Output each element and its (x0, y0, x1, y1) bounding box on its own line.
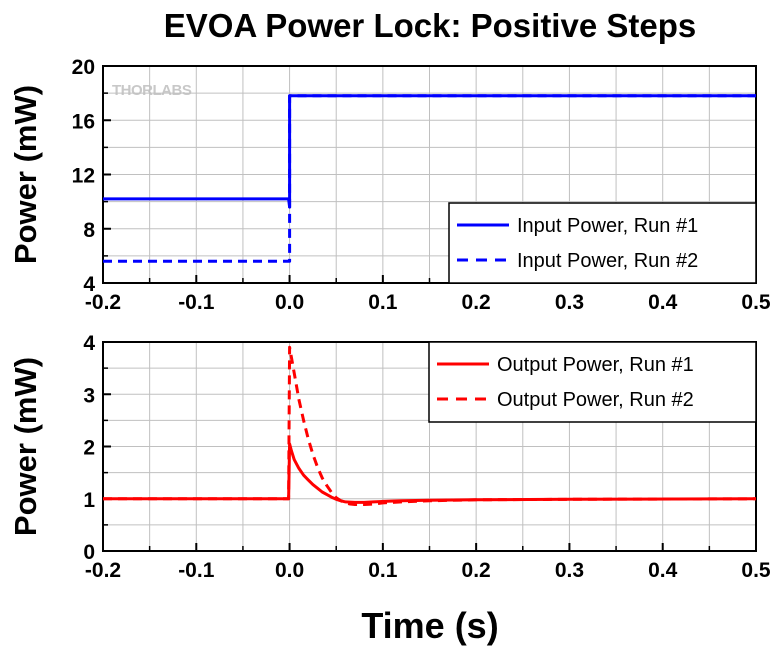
legend-label: Output Power, Run #1 (497, 354, 694, 376)
legend-box (428, 341, 757, 423)
y-tick-label: 3 (83, 384, 95, 407)
x-tick-label: 0.0 (275, 559, 304, 582)
y-axis-label: Power (mW) (8, 85, 43, 264)
x-tick-label: 0.1 (368, 291, 398, 314)
chart-title: EVOA Power Lock: Positive Steps (164, 7, 696, 44)
input-power-panel: THORLABS -0.2 -0.1 0.0 0.1 0.2 0.3 0.4 0.5 4 8 12 1… (8, 56, 771, 314)
legend-label: Output Power, Run #2 (497, 389, 694, 411)
y-tick-label: 8 (83, 219, 95, 242)
y-tick-label: 16 (72, 110, 95, 133)
legend-label: Input Power, Run #1 (517, 215, 698, 237)
x-tick-label: -0.2 (85, 291, 121, 314)
x-tick-label: -0.1 (178, 559, 215, 582)
x-tick-label: 0.1 (368, 559, 398, 582)
x-tick-label: 0.5 (741, 559, 771, 582)
axis-ticks: -0.2 -0.1 0.0 0.1 0.2 0.3 0.4 0.5 4 8 12 16 20 (72, 56, 771, 314)
y-tick-label: 4 (83, 332, 95, 355)
x-tick-label: 0.4 (648, 291, 678, 314)
y-tick-label: 12 (72, 165, 95, 188)
y-tick-label: 1 (83, 489, 95, 512)
x-tick-label: -0.1 (178, 291, 215, 314)
legend: Input Power, Run #1 Input Power, Run #2 (448, 202, 757, 284)
x-tick-label: 0.4 (648, 559, 678, 582)
y-axis-label: Power (mW) (8, 357, 43, 536)
x-tick-label: 0.3 (555, 559, 584, 582)
legend-box (448, 202, 757, 284)
axis-ticks: -0.2 -0.1 0.0 0.1 0.2 0.3 0.4 0.5 0 1 2 3 4 (83, 332, 771, 582)
output-series-run-2 (103, 345, 756, 506)
output-power-panel: -0.2 -0.1 0.0 0.1 0.2 0.3 0.4 0.5 0 1 2 3 4 Power (mW… (8, 332, 771, 582)
legend: Output Power, Run #1 Output Power, Run #2 (428, 341, 757, 423)
thorlabs-watermark: THORLABS (112, 82, 192, 99)
legend-label: Input Power, Run #2 (517, 250, 698, 272)
y-tick-label: 2 (83, 437, 95, 460)
x-tick-label: -0.2 (85, 559, 121, 582)
y-tick-label: 0 (83, 541, 95, 564)
x-tick-label: 0.2 (462, 291, 491, 314)
y-tick-label: 4 (83, 273, 95, 296)
x-tick-label: 0.5 (741, 291, 771, 314)
y-tick-label: 20 (72, 56, 95, 79)
x-tick-label: 0.0 (275, 291, 304, 314)
x-axis-label: Time (s) (361, 605, 498, 646)
x-tick-label: 0.2 (462, 559, 491, 582)
input-series-run-2 (103, 94, 756, 263)
x-tick-label: 0.3 (555, 291, 584, 314)
